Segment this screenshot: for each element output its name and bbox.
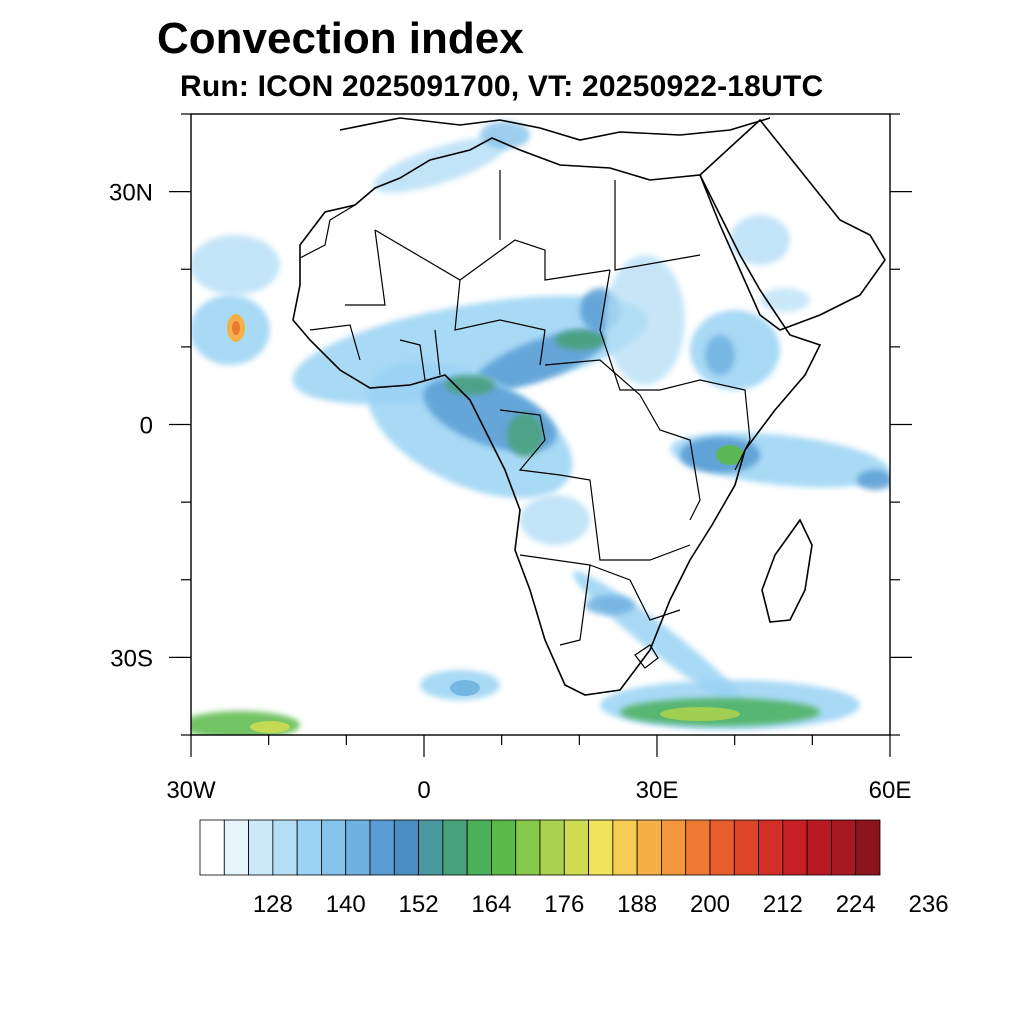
- colorbar-swatch: [248, 819, 274, 876]
- colorbar-swatch: [272, 819, 298, 876]
- colorbar-swatch: [685, 819, 711, 876]
- country-borders: [299, 170, 751, 669]
- border-line: [599, 269, 701, 391]
- colorbar-label: 128: [253, 891, 293, 918]
- border-line: [639, 394, 701, 521]
- colorbar-label: 224: [836, 891, 876, 918]
- border-line: [699, 379, 751, 471]
- border-line: [299, 204, 356, 259]
- colorbar-swatch: [563, 819, 589, 876]
- colorbar-swatch: [661, 819, 687, 876]
- colorbar-swatch: [855, 819, 881, 876]
- colorbar-swatch: [831, 819, 857, 876]
- field-mid-area: [450, 680, 480, 696]
- map-subtitle: Run: ICON 2025091700, VT: 20250922-18UTC: [180, 70, 824, 103]
- field-low-area: [760, 288, 810, 312]
- africa-coastline: [292, 137, 822, 696]
- y-tick-label: 0: [140, 413, 153, 440]
- colorbar-label: 200: [690, 891, 730, 918]
- field-low-area: [520, 495, 590, 545]
- colorbar-label: 212: [763, 891, 803, 918]
- border-line: [589, 564, 681, 621]
- colorbar-swatch: [442, 819, 468, 876]
- convection-field: [191, 121, 890, 735]
- colorbar-swatch: [199, 819, 225, 876]
- colorbar-swatch: [321, 819, 347, 876]
- field-high-area: [250, 721, 290, 733]
- field-peak-area: [232, 321, 240, 335]
- colorbar-swatch: [491, 819, 517, 876]
- colorbar-swatch: [296, 819, 322, 876]
- border-line: [519, 554, 591, 646]
- colorbar-swatch: [393, 819, 419, 876]
- border-line: [454, 279, 546, 366]
- colorbar-swatch: [223, 819, 249, 876]
- colorbar-label: 176: [544, 891, 584, 918]
- border-line: [374, 229, 611, 281]
- border-line: [309, 324, 441, 381]
- colorbar-swatch: [733, 819, 759, 876]
- border-line: [345, 229, 386, 306]
- coastlines: [292, 117, 886, 696]
- colorbar-swatch: [515, 819, 541, 876]
- colorbar: 128 140 152 164 176 188 200 212 224 236: [199, 819, 949, 918]
- field-mid-area: [705, 335, 735, 375]
- field-low-area: [605, 255, 685, 385]
- x-tick-label: 0: [417, 777, 430, 804]
- field-mid-area: [716, 445, 744, 465]
- colorbar-label: 152: [399, 891, 439, 918]
- colorbar-swatch: [709, 819, 735, 876]
- field-low-area: [191, 235, 280, 295]
- colorbar-swatch: [369, 819, 395, 876]
- colorbar-label: 188: [617, 891, 657, 918]
- field-mid-area: [585, 595, 635, 615]
- border-line: [614, 180, 701, 271]
- colorbar-swatch: [612, 819, 638, 876]
- y-tick-label: 30S: [110, 645, 153, 672]
- colorbar-swatch: [539, 819, 565, 876]
- field-low-area: [690, 310, 780, 390]
- colorbar-swatch: [418, 819, 444, 876]
- axes: 30W 0 30E 60E 30N 0 30S: [109, 113, 912, 804]
- colorbar-label: 164: [471, 891, 511, 918]
- arabia-coastline: [699, 118, 886, 331]
- field-mid-area: [507, 413, 543, 457]
- colorbar-swatch: [345, 819, 371, 876]
- colorbar-swatch: [588, 819, 614, 876]
- field-mid-area: [445, 375, 495, 395]
- colorbar-swatch: [466, 819, 492, 876]
- border-line: [499, 409, 691, 561]
- border-line: [544, 359, 641, 396]
- colorbar-swatch: [758, 819, 784, 876]
- field-mid-area: [555, 330, 605, 350]
- field-high-area: [660, 707, 740, 721]
- field-low-area: [730, 215, 790, 265]
- colorbar-label: 236: [909, 891, 949, 918]
- field-low-area: [373, 137, 507, 193]
- europe-coastline: [339, 117, 771, 141]
- map-title: Convection index: [157, 14, 524, 63]
- colorbar-label: 140: [326, 891, 366, 918]
- x-tick-label: 30W: [166, 777, 216, 804]
- x-tick-label: 30E: [636, 777, 679, 804]
- colorbar-swatch: [806, 819, 832, 876]
- madagascar-coastline: [761, 518, 813, 623]
- colorbar-swatch: [636, 819, 662, 876]
- lesotho-border: [634, 644, 659, 669]
- x-tick-label: 60E: [869, 777, 912, 804]
- y-tick-label: 30N: [109, 180, 153, 207]
- field-low-area: [480, 121, 530, 149]
- field-mid-area: [857, 470, 890, 490]
- colorbar-swatch: [782, 819, 808, 876]
